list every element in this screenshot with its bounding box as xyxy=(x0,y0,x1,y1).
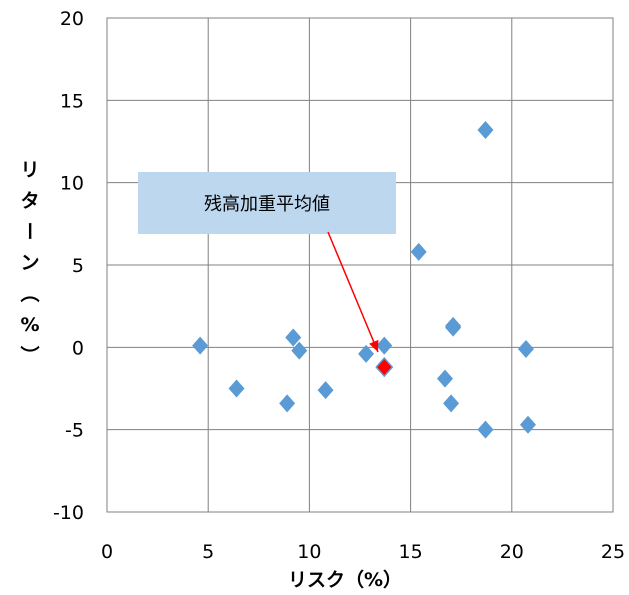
data-point xyxy=(437,369,454,388)
y-tick-label: 10 xyxy=(60,173,84,195)
data-point xyxy=(477,420,494,439)
x-tick-label: 5 xyxy=(202,541,214,563)
data-point xyxy=(317,381,334,400)
data-point xyxy=(358,344,375,363)
y-axis-label-char: （ xyxy=(18,283,41,302)
data-point xyxy=(517,339,534,358)
y-axis-label-char: ） xyxy=(18,345,41,364)
y-tick-label: 20 xyxy=(60,8,84,30)
x-axis-ticks: 0 5 10 15 20 25 xyxy=(101,541,625,563)
y-tick-label: 0 xyxy=(72,337,84,359)
x-tick-label: 15 xyxy=(399,541,423,563)
x-tick-label: 10 xyxy=(297,541,321,563)
y-tick-label: 5 xyxy=(72,255,84,277)
weighted-average-point xyxy=(375,356,394,378)
y-tick-label: -5 xyxy=(65,420,84,442)
data-point xyxy=(285,328,302,347)
plot-area-border xyxy=(106,17,614,513)
data-point xyxy=(376,336,393,355)
x-tick-label: 0 xyxy=(101,541,113,563)
x-tick-label: 20 xyxy=(500,541,524,563)
y-axis-label-char: タ xyxy=(20,190,39,212)
y-tick-label: 15 xyxy=(60,90,84,112)
data-point xyxy=(477,120,494,139)
data-point xyxy=(192,336,209,355)
y-axis-label-char: リ xyxy=(20,159,39,181)
annotation-label: 残高加重平均値 xyxy=(204,194,330,215)
y-axis-label-char: ー xyxy=(18,221,40,240)
data-point xyxy=(445,318,462,337)
data-point xyxy=(279,394,296,413)
x-axis-label: リスク（%） xyxy=(288,568,402,591)
annotation: 残高加重平均値 xyxy=(138,172,396,353)
data-point xyxy=(519,415,536,434)
annotation-arrow xyxy=(327,231,379,353)
data-point xyxy=(228,379,245,398)
grid-lines xyxy=(106,17,614,513)
data-points xyxy=(192,120,536,439)
data-point xyxy=(291,341,308,360)
x-tick-label: 25 xyxy=(601,541,625,563)
y-axis-label-char: ン xyxy=(20,252,39,274)
y-axis-label-char: % xyxy=(20,314,39,336)
data-point xyxy=(443,394,460,413)
data-point xyxy=(410,242,427,261)
annotation-box xyxy=(138,172,396,234)
y-tick-label: -10 xyxy=(53,502,84,524)
annotation-arrowhead xyxy=(369,339,379,352)
y-axis-ticks: -10 -5 0 5 10 15 20 xyxy=(53,8,84,524)
